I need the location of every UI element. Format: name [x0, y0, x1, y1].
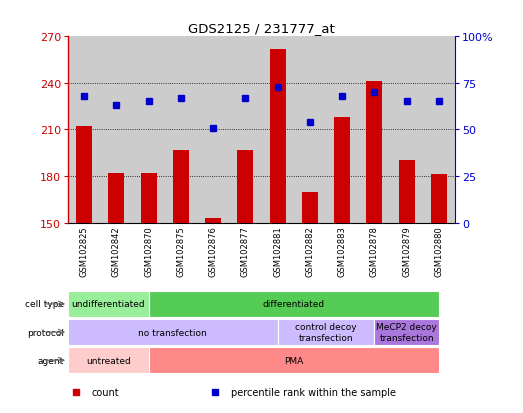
Text: MeCP2 decoy
transfection: MeCP2 decoy transfection: [376, 323, 437, 342]
Text: agent: agent: [38, 356, 64, 365]
Bar: [141, 173, 157, 223]
Text: protocol: protocol: [27, 328, 64, 337]
Text: undifferentiated: undifferentiated: [72, 300, 145, 309]
Text: count: count: [91, 387, 119, 397]
Bar: [278, 319, 374, 345]
Bar: [302, 192, 318, 223]
Text: percentile rank within the sample: percentile rank within the sample: [231, 387, 395, 397]
Bar: [149, 291, 439, 317]
Bar: [374, 319, 439, 345]
Bar: [108, 173, 124, 223]
Bar: [269, 50, 286, 223]
Bar: [76, 127, 92, 223]
Title: GDS2125 / 231777_at: GDS2125 / 231777_at: [188, 21, 335, 35]
Text: differentiated: differentiated: [263, 300, 325, 309]
Text: cell type: cell type: [25, 300, 64, 309]
Bar: [366, 82, 382, 223]
Text: control decoy
transfection: control decoy transfection: [295, 323, 357, 342]
Bar: [399, 161, 415, 223]
Bar: [334, 118, 350, 223]
Bar: [68, 319, 278, 345]
Bar: [431, 175, 447, 223]
Bar: [149, 347, 439, 373]
Text: no transfection: no transfection: [139, 328, 207, 337]
Bar: [68, 291, 149, 317]
Text: untreated: untreated: [86, 356, 131, 365]
Text: PMA: PMA: [284, 356, 303, 365]
Bar: [205, 218, 221, 223]
Bar: [173, 150, 189, 223]
Bar: [237, 150, 254, 223]
Bar: [68, 347, 149, 373]
